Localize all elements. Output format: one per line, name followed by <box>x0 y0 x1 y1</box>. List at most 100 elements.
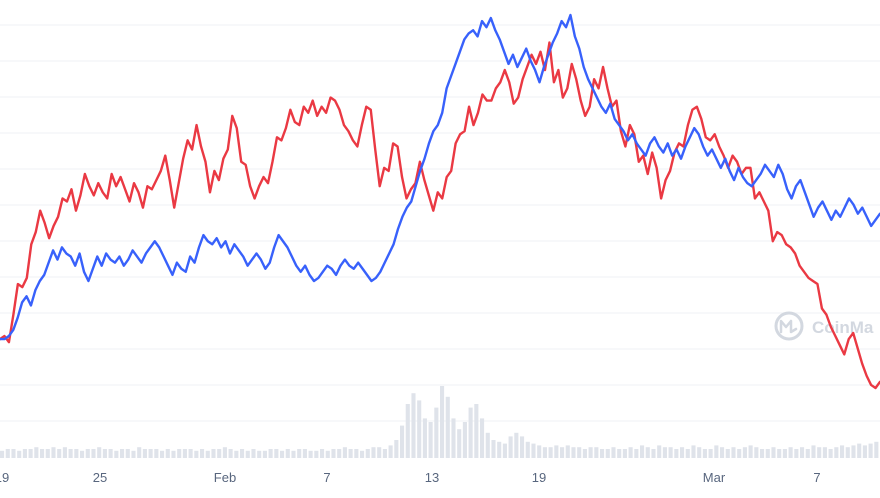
volume-bar <box>725 449 730 458</box>
volume-bar <box>131 450 136 458</box>
volume-bar <box>577 447 582 458</box>
volume-bar <box>822 447 827 458</box>
volume-bars <box>0 386 879 458</box>
volume-bar <box>91 449 96 458</box>
volume-bar <box>342 447 347 458</box>
volume-bar <box>748 445 753 458</box>
coinmarketcap-logo-icon <box>774 311 804 341</box>
volume-bar <box>365 449 370 458</box>
volume-bar <box>525 441 530 458</box>
volume-bar <box>285 449 290 458</box>
volume-bar <box>674 449 679 458</box>
volume-bar <box>594 447 599 458</box>
volume-bar <box>708 449 713 458</box>
volume-bar <box>628 447 633 458</box>
volume-bar <box>40 449 45 458</box>
volume-bar <box>234 450 239 458</box>
volume-bar <box>502 443 507 458</box>
volume-bar <box>320 449 325 458</box>
volume-bar <box>542 447 547 458</box>
volume-bar <box>200 449 205 458</box>
volume-bar <box>274 449 279 458</box>
volume-bar <box>74 449 79 458</box>
x-tick-label: 7 <box>813 470 820 485</box>
volume-bar <box>742 447 747 458</box>
x-tick-label: 19 <box>0 470 9 485</box>
volume-bar <box>451 418 456 458</box>
volume-bar <box>565 445 570 458</box>
volume-bar <box>851 445 856 458</box>
volume-bar <box>794 449 799 458</box>
volume-bar <box>531 443 536 458</box>
volume-bar <box>668 447 673 458</box>
volume-bar <box>462 422 467 458</box>
volume-bar <box>828 449 833 458</box>
volume-bar <box>297 449 302 458</box>
volume-bar <box>788 447 793 458</box>
volume-bar <box>371 447 376 458</box>
volume-bar <box>702 449 707 458</box>
volume-bar <box>262 450 267 458</box>
volume-bar <box>125 449 130 458</box>
volume-bar <box>337 449 342 458</box>
volume-bar <box>217 449 222 458</box>
volume-bar <box>714 445 719 458</box>
volume-bar <box>811 445 816 458</box>
volume-bar <box>405 404 410 458</box>
volume-bar <box>137 447 142 458</box>
volume-bar <box>348 449 353 458</box>
volume-bar <box>685 449 690 458</box>
volume-bar <box>440 386 445 458</box>
volume-bar <box>520 436 525 458</box>
volume-bar <box>474 404 479 458</box>
volume-bar <box>360 450 365 458</box>
volume-bar <box>571 447 576 458</box>
volume-bar <box>605 449 610 458</box>
volume-bar <box>680 447 685 458</box>
volume-bar <box>817 447 822 458</box>
volume-bar <box>800 447 805 458</box>
volume-bar <box>514 432 519 458</box>
volume-bar <box>468 407 473 458</box>
x-tick-label: Mar <box>703 470 726 485</box>
volume-bar <box>171 450 176 458</box>
x-tick-label: 13 <box>425 470 439 485</box>
volume-bar <box>5 449 10 458</box>
volume-bar <box>857 443 862 458</box>
volume-bar <box>205 450 210 458</box>
x-axis: 19 25 Feb 7 13 19 Mar 7 <box>0 470 821 485</box>
volume-bar <box>554 445 559 458</box>
volume-bar <box>211 449 216 458</box>
volume-bar <box>314 450 319 458</box>
volume-bar <box>445 396 450 458</box>
volume-bar <box>582 449 587 458</box>
volume-bar <box>537 445 542 458</box>
volume-bar <box>302 449 307 458</box>
volume-bar <box>691 445 696 458</box>
volume-bar <box>434 407 439 458</box>
volume-bar <box>102 449 107 458</box>
x-tick-label: 25 <box>93 470 107 485</box>
volume-bar <box>377 447 382 458</box>
volume-bar <box>97 447 102 458</box>
volume-bar <box>291 450 296 458</box>
volume-bar <box>160 450 165 458</box>
volume-bar <box>417 400 422 458</box>
volume-bar <box>874 441 879 458</box>
watermark-text: CoinMa <box>812 318 874 337</box>
volume-bar <box>148 449 153 458</box>
volume-bar <box>165 449 170 458</box>
volume-bar <box>457 429 462 458</box>
volume-bar <box>771 447 776 458</box>
volume-bar <box>354 449 359 458</box>
volume-bar <box>560 447 565 458</box>
volume-bar <box>325 450 330 458</box>
volume-bar <box>782 449 787 458</box>
volume-bar <box>382 449 387 458</box>
volume-bar <box>480 418 485 458</box>
series-line-1 <box>0 13 880 341</box>
volume-bar <box>80 450 85 458</box>
volume-bar <box>142 449 147 458</box>
volume-bar <box>622 449 627 458</box>
